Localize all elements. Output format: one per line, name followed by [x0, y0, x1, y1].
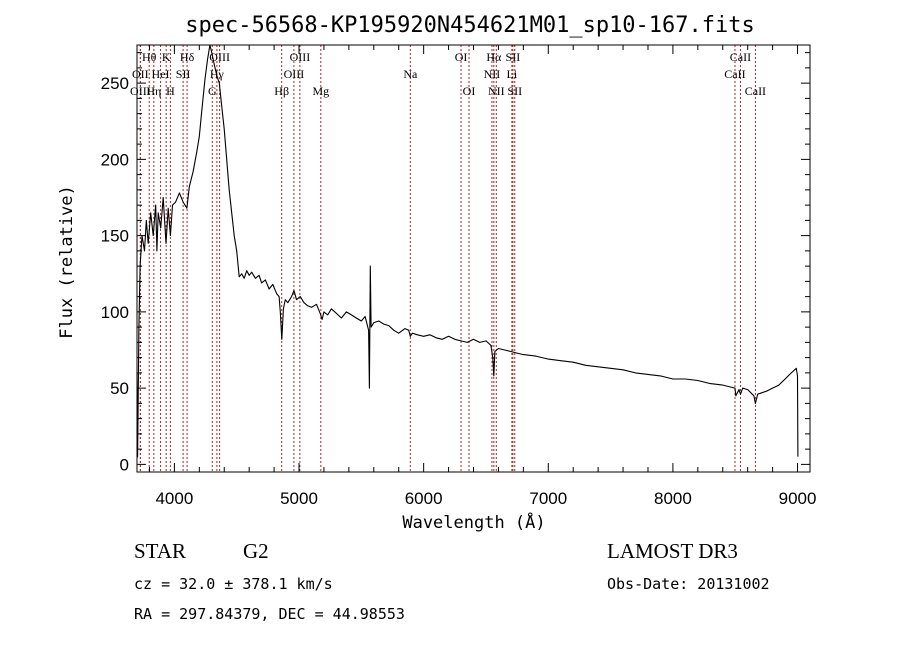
spectral-line-label: K [162, 50, 171, 64]
x-tick-label: 4000 [155, 489, 193, 508]
spectral-line-label: CaII [745, 84, 766, 98]
spectral-line-label: Hδ [180, 50, 195, 64]
observation-date: Obs-Date: 20131002 [607, 575, 770, 593]
x-tick-label: 9000 [779, 489, 817, 508]
x-axis-ticks: 4000 5000 6000 7000 8000 9000 [148, 45, 817, 508]
y-tick-label: 100 [101, 303, 129, 322]
x-tick-label: 5000 [280, 489, 318, 508]
spectral-line-label: NII [488, 84, 505, 98]
survey-name: LAMOST DR3 [607, 539, 738, 563]
spectral-line-label: G [208, 84, 217, 98]
y-tick-label: 250 [101, 74, 129, 93]
coordinates-readout: RA = 297.84379, DEC = 44.98553 [134, 605, 405, 623]
y-axis-label: Flux (relative) [57, 185, 77, 339]
x-tick-label: 6000 [405, 489, 443, 508]
spectral-line-label: H [166, 84, 175, 98]
spectral-line-label: OIII [130, 84, 151, 98]
spectral-line-label: SII [176, 67, 191, 81]
spectral-line-label: Hα [486, 50, 502, 64]
spectral-line-label: OII [132, 67, 149, 81]
y-tick-label: 200 [101, 150, 129, 169]
spectral-line-label: Li [507, 67, 518, 81]
spectral-line-label: OI [463, 84, 476, 98]
spectral-line-label: Na [403, 67, 418, 81]
spectral-line-label: CaII [724, 67, 745, 81]
y-tick-label: 150 [101, 227, 129, 246]
spectral-line-label: OIII [290, 50, 311, 64]
spectral-line-label: OIII [209, 50, 230, 64]
spectral-line-label: Hβ [274, 84, 289, 98]
spectrum-series [136, 44, 799, 458]
spectral-line-label: OIII [284, 67, 305, 81]
spectrum-line [136, 44, 799, 458]
spectral-line-label: Hγ [210, 67, 225, 81]
spectral-line-label: Hη [146, 84, 161, 98]
y-tick-label: 0 [120, 455, 129, 474]
spectral-line-labels: HθOIIOIIIHηHeIKHSIIHδGHγOIIIHβOIIIOIIIMg… [130, 50, 766, 98]
spectral-line-label: Mg [312, 84, 329, 98]
object-subclass: G2 [243, 539, 269, 563]
redshift-readout: cz = 32.0 ± 378.1 km/s [134, 575, 333, 593]
spectral-line-markers [139, 45, 756, 472]
spectral-line-label: Hθ [142, 50, 157, 64]
x-tick-label: 8000 [654, 489, 692, 508]
x-tick-label: 7000 [529, 489, 567, 508]
x-axis-label: Wavelength (Å) [402, 511, 545, 533]
object-class: STAR [134, 539, 186, 563]
y-tick-label: 50 [110, 379, 129, 398]
spectral-line-label: NII [484, 67, 501, 81]
y-axis-ticks: 0 50 100 150 200 250 [101, 52, 810, 474]
chart-title: spec-56568-KP195920N454621M01_sp10-167.f… [185, 13, 755, 38]
spectral-line-label: SII [507, 84, 522, 98]
spectral-line-label: CaII [730, 50, 751, 64]
spectral-line-label: OI [455, 50, 468, 64]
spectral-line-label: SII [506, 50, 521, 64]
spectral-line-label: HeI [152, 67, 170, 81]
